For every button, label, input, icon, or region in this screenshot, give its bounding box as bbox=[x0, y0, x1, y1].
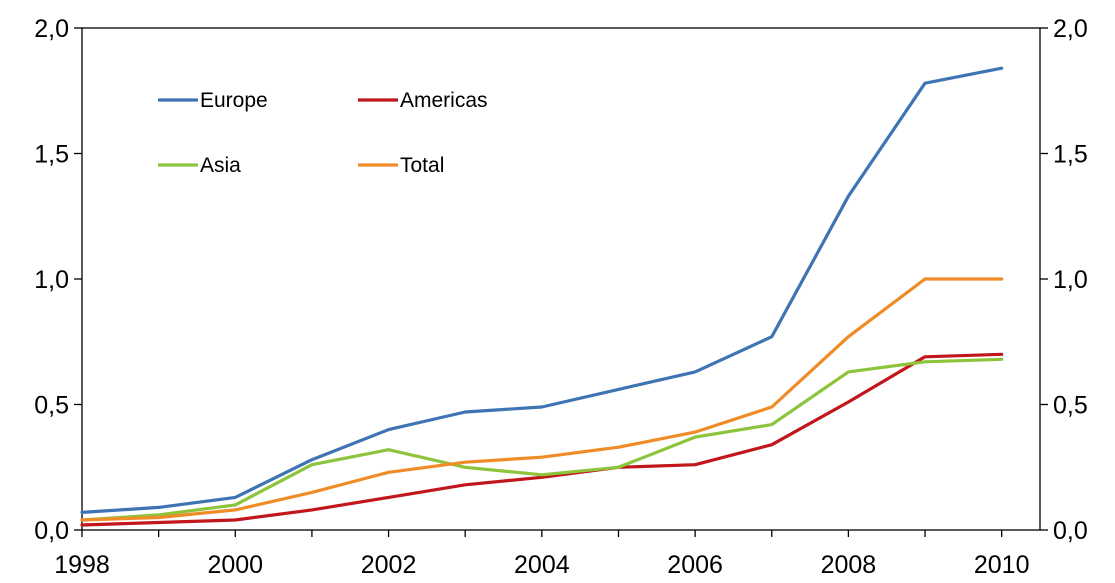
legend-label-europe: Europe bbox=[200, 89, 268, 112]
y-tick-label-right: 0,5 bbox=[1053, 392, 1088, 420]
x-tick-label: 2010 bbox=[974, 551, 1030, 579]
y-tick-label-left: 0,5 bbox=[34, 392, 69, 420]
series-line-total bbox=[80, 277, 1004, 522]
x-tick-label: 2002 bbox=[361, 551, 417, 579]
x-tick-label: 2008 bbox=[821, 551, 877, 579]
legend-label-asia: Asia bbox=[200, 154, 241, 177]
x-tick-label: 2006 bbox=[667, 551, 723, 579]
y-tick-label-left: 1,0 bbox=[34, 266, 69, 294]
series-line-asia bbox=[80, 357, 1004, 522]
y-tick-label-left: 0,0 bbox=[34, 517, 69, 545]
y-tick-label-left: 1,5 bbox=[34, 141, 69, 169]
x-tick-label: 1998 bbox=[54, 551, 110, 579]
legend: Europe Americas Asia Total bbox=[158, 89, 488, 177]
y-tick-label-left: 2,0 bbox=[34, 15, 69, 43]
legend-label-total: Total bbox=[400, 154, 444, 177]
series-line-europe bbox=[80, 66, 1004, 515]
y-tick-label-right: 1,5 bbox=[1053, 141, 1088, 169]
series-lines bbox=[80, 66, 1004, 527]
series-line-americas bbox=[80, 352, 1004, 527]
y-tick-label-right: 2,0 bbox=[1053, 15, 1088, 43]
legend-label-americas: Americas bbox=[400, 89, 488, 112]
x-tick-label: 2000 bbox=[207, 551, 263, 579]
y-tick-label-right: 0,0 bbox=[1053, 517, 1088, 545]
axes: 0,0 0,0 0,5 0,5 1,0 1,0 1,5 1,5 2,0 2,0 1998 2000 20… bbox=[34, 15, 1088, 579]
x-tick-label: 2004 bbox=[514, 551, 570, 579]
y-tick-label-right: 1,0 bbox=[1053, 266, 1088, 294]
